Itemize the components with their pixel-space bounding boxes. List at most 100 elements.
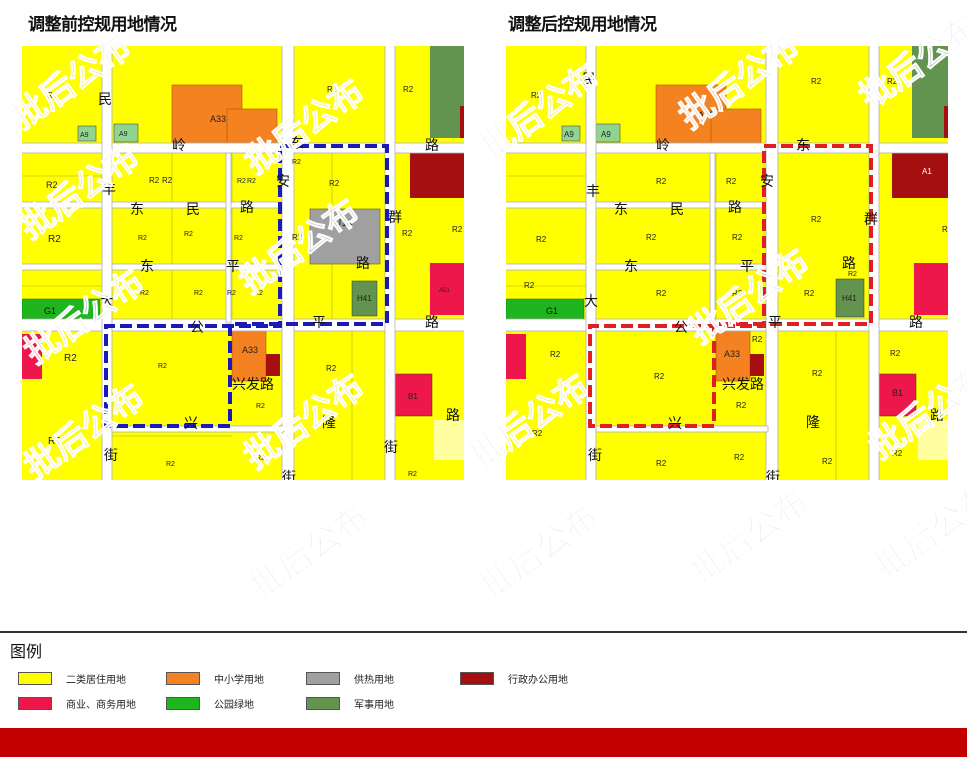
parcel-code: R2 xyxy=(48,436,61,447)
parcel-code: G1 xyxy=(546,306,558,316)
commercial-parcel xyxy=(393,373,433,417)
road-label: 大 xyxy=(100,294,114,310)
parcel-code: R2 xyxy=(237,178,246,185)
road-label: 安 xyxy=(276,174,290,190)
parcel-code: R2 xyxy=(532,429,543,438)
road-label: 平 xyxy=(226,259,240,275)
heating-parcel xyxy=(309,208,381,265)
parcel-code: R2 xyxy=(64,353,77,364)
military-parcel xyxy=(912,46,948,138)
parcel-code: G1 xyxy=(44,306,56,316)
commercial-parcel xyxy=(914,263,948,315)
parcel-code: A33 xyxy=(210,114,226,124)
parcel-code: R2 xyxy=(292,159,301,166)
parcel-code: A9 xyxy=(119,131,128,138)
parcel-code: R2 xyxy=(254,290,263,297)
a9-parcel xyxy=(113,123,139,143)
road-network xyxy=(22,46,464,480)
road-label: 路 xyxy=(930,408,944,424)
parcel-code: R2 xyxy=(162,176,173,185)
road-label: 街 xyxy=(104,448,118,464)
parcel-code: U14 xyxy=(334,218,353,229)
road-label: 安 xyxy=(760,174,774,190)
parcel-code: R2 xyxy=(158,363,167,370)
road-label: 群 xyxy=(864,212,878,228)
legend-swatch xyxy=(18,696,52,710)
parcel-code: H41 xyxy=(357,294,372,303)
before-map-title: 调整前控规用地情况 xyxy=(28,15,177,35)
road-label: 街 xyxy=(384,440,398,456)
road-label: 公 xyxy=(674,320,688,336)
a9-parcel xyxy=(77,125,97,142)
road-label: 兴 xyxy=(668,416,682,432)
parcel-code: R2 xyxy=(256,455,265,462)
footer-bar xyxy=(0,728,967,757)
road-label: 丰 xyxy=(102,182,116,198)
a9-parcel xyxy=(561,125,581,142)
road-label: 东 xyxy=(796,138,810,154)
parcel-code: R2 xyxy=(536,235,547,244)
military-parcel xyxy=(835,278,865,318)
parcel-code: H41 xyxy=(842,294,857,303)
road-label: 路 xyxy=(728,200,742,216)
road-label: 民 xyxy=(670,202,684,218)
military-parcel xyxy=(430,46,464,138)
legend-item-heating: 供热用地 xyxy=(306,670,394,686)
legend-label: 军事用地 xyxy=(354,699,394,711)
school-parcel xyxy=(231,330,267,382)
legend-item-commercial: 商业、商务用地 xyxy=(18,695,136,711)
legend-swatch xyxy=(460,671,494,685)
road-label: 民 xyxy=(186,202,200,218)
parcel-code: A33 xyxy=(724,349,740,359)
parcel-code: R2 xyxy=(811,77,822,86)
legend-item-admin: 行政办公用地 xyxy=(460,670,568,686)
legend-label: 公园绿地 xyxy=(214,699,254,711)
parcel-code: R2 xyxy=(887,77,898,86)
admin-parcel xyxy=(750,354,764,376)
parcel-code: R2 xyxy=(408,471,417,478)
parcel-code: R2 xyxy=(752,335,763,344)
admin-parcel xyxy=(944,106,948,138)
legend-label: 商业、商务用地 xyxy=(66,699,136,711)
parcel-code: R2 xyxy=(327,85,338,94)
legend-item-residential: 二类居住用地 xyxy=(18,670,126,686)
legend-title: 图例 xyxy=(10,642,43,661)
park-parcel xyxy=(22,298,101,320)
parcel-code: A9 xyxy=(564,130,574,139)
parcel-code: R2 xyxy=(403,85,414,94)
road-label: 路 xyxy=(446,408,460,424)
parcel-code: R2 xyxy=(848,271,857,278)
parcel-code: B1 xyxy=(408,392,418,401)
legend-swatch xyxy=(18,671,52,685)
parcel-code: R2 xyxy=(531,91,542,100)
road-label: 民 xyxy=(98,92,112,108)
watermark-text: 批后公布 xyxy=(472,497,606,608)
parcel-code: B1 xyxy=(892,388,903,398)
parcel-code: R2 xyxy=(892,449,903,458)
parcel-code: A51 xyxy=(439,288,450,294)
road-label: 隆 xyxy=(322,415,336,431)
parcel-code: R2 xyxy=(654,372,665,381)
legend-swatch xyxy=(166,696,200,710)
commercial-parcel xyxy=(506,334,526,379)
parcel-code: R2 xyxy=(656,289,667,298)
road-label: 路 xyxy=(425,315,439,331)
after-map-title: 调整后控规用地情况 xyxy=(508,15,657,35)
road-label: 民 xyxy=(582,72,596,88)
after-land-use-map: 民 岭 东 丰 东 民 路 安 群 路 东 平 大 公 平 路 兴 兴发路 隆 … xyxy=(506,46,948,480)
parcel-code: R2 xyxy=(402,229,413,238)
parcel-code: R2 xyxy=(942,225,948,234)
military-parcel xyxy=(351,280,378,317)
road-label: 平 xyxy=(312,315,326,331)
parcel-code: R2 xyxy=(227,290,236,297)
road-label: 岭 xyxy=(172,138,186,154)
commercial-parcel xyxy=(22,334,42,379)
legend-item-park: 公园绿地 xyxy=(166,695,254,711)
parcel-code: R2 xyxy=(890,349,901,358)
legend-item-military: 军事用地 xyxy=(306,695,394,711)
residential-parcel xyxy=(918,420,948,460)
admin-parcel xyxy=(410,153,464,198)
before-land-use-map: 民 岭 东 路 丰 东 民 路 安 群 路 东 平 大 公 平 路 兴 兴发路 … xyxy=(22,46,464,480)
admin-parcel xyxy=(266,354,280,376)
parcel-code: R2 xyxy=(726,177,737,186)
